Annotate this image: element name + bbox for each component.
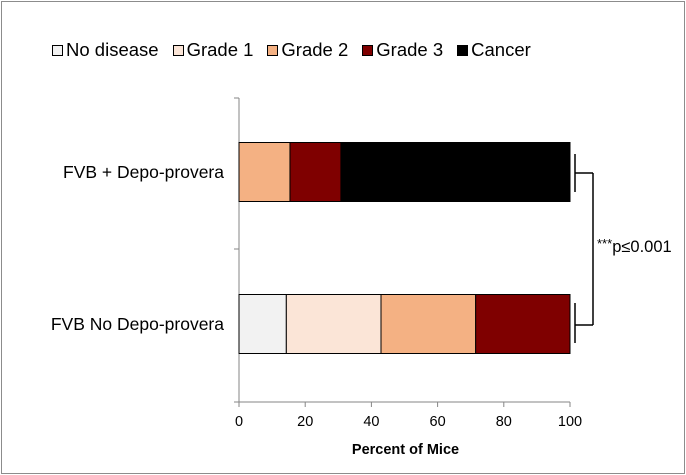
legend-label: Grade 1 [186, 39, 254, 60]
significance-annotation: ***p≤0.001 [597, 236, 672, 256]
legend: No disease Grade 1 Grade 2 Grade 3 Cancer [52, 39, 545, 61]
legend-label: Grade 3 [376, 39, 444, 60]
legend-item: Grade 2 [267, 39, 348, 61]
legend-swatch [362, 44, 374, 56]
p-value-text: p≤0.001 [612, 238, 672, 256]
bar-segment [380, 294, 477, 354]
category-label: FVB No Depo-provera [51, 314, 224, 334]
significance-stars: *** [597, 236, 612, 251]
legend-swatch [52, 44, 63, 56]
legend-item: Cancer [457, 39, 531, 61]
legend-label: Cancer [471, 39, 531, 60]
bar-segment [238, 142, 291, 202]
x-tick-label: 20 [297, 414, 313, 430]
x-axis-title: Percent of Mice [352, 442, 459, 458]
bar-segment [340, 142, 571, 202]
category-label: FVB + Depo-provera [63, 162, 224, 182]
legend-item: No disease [52, 39, 159, 61]
x-tick-label: 0 [235, 414, 243, 430]
legend-label: Grade 2 [281, 39, 349, 60]
legend-label: No disease [66, 39, 159, 60]
x-tick-label: 40 [363, 414, 379, 430]
x-tick-label: 100 [558, 414, 582, 430]
x-tick-label: 60 [430, 414, 446, 430]
legend-swatch [172, 44, 184, 56]
legend-swatch [457, 44, 469, 56]
bar-segment [238, 294, 287, 354]
bar-segment [289, 142, 342, 202]
bar-segment [475, 294, 571, 354]
legend-swatch [267, 44, 279, 56]
bar-segment [285, 294, 382, 354]
x-tick-label: 80 [496, 414, 512, 430]
legend-item: Grade 3 [362, 39, 443, 61]
legend-item: Grade 1 [172, 39, 254, 61]
